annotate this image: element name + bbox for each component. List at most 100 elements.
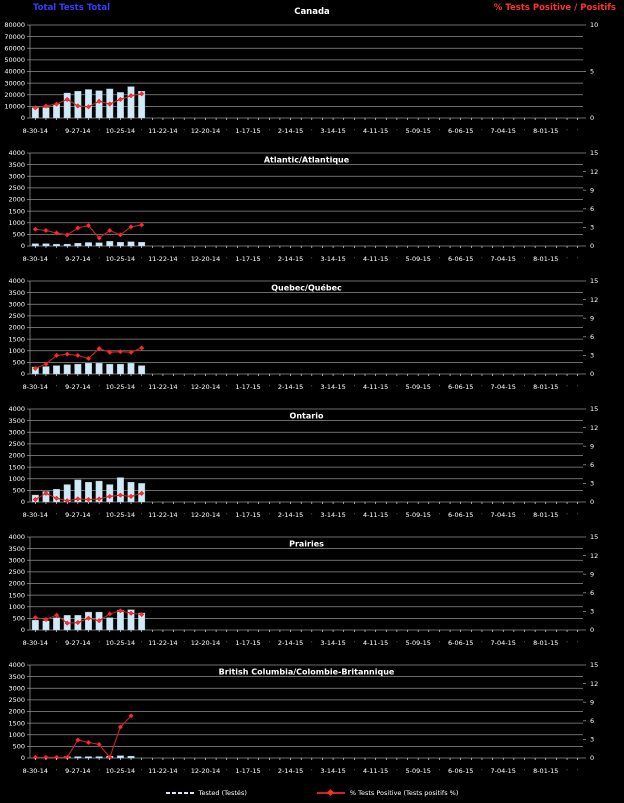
svg-text:·: ·: [88, 384, 90, 390]
test-bar: [31, 243, 39, 247]
svg-text:·: ·: [66, 384, 68, 390]
svg-text:·: ·: [183, 768, 185, 774]
positivity-marker: [75, 352, 81, 359]
svg-text:9: 9: [590, 442, 594, 450]
svg-text:·: ·: [354, 768, 356, 774]
test-bar: [95, 362, 103, 375]
svg-text:·: ·: [141, 640, 143, 646]
svg-text:·: ·: [513, 384, 515, 390]
svg-text:·: ·: [577, 768, 579, 774]
test-bar: [95, 90, 103, 119]
svg-text:·: ·: [439, 128, 441, 134]
date-label: 8-01-15: [533, 511, 558, 519]
svg-text:·: ·: [237, 128, 239, 134]
svg-text:·: ·: [354, 256, 356, 262]
svg-text:·: ·: [66, 768, 68, 774]
svg-text:·: ·: [173, 256, 175, 262]
tests-bars: [31, 362, 146, 375]
svg-text:4000: 4000: [8, 405, 25, 413]
positivity-marker: [64, 351, 70, 357]
date-label: 8-01-15: [533, 383, 558, 391]
svg-text:·: ·: [577, 128, 579, 134]
svg-text:·: ·: [513, 512, 515, 518]
svg-text:12: 12: [590, 680, 598, 688]
svg-text:·: ·: [471, 128, 473, 134]
test-bar: [127, 755, 135, 759]
svg-text:·: ·: [56, 384, 58, 390]
test-bar: [63, 243, 71, 247]
svg-text:·: ·: [173, 640, 175, 646]
svg-text:·: ·: [407, 768, 409, 774]
test-bar: [53, 617, 61, 631]
svg-text:·: ·: [471, 256, 473, 262]
svg-text:15: 15: [590, 533, 598, 541]
svg-text:·: ·: [385, 640, 387, 646]
date-label: 3-14-15: [320, 511, 345, 519]
positivity-marker: [107, 227, 113, 234]
positivity-line: [32, 490, 145, 504]
y-axis-left-labels: 4000 3500 3000 2500 2000 1500 1000 500 0: [8, 405, 25, 506]
svg-text:·: ·: [407, 512, 409, 518]
svg-text:·: ·: [258, 768, 260, 774]
svg-text:·: ·: [258, 640, 260, 646]
svg-text:·: ·: [258, 256, 260, 262]
svg-text:3: 3: [590, 608, 594, 616]
svg-text:·: ·: [556, 768, 558, 774]
positivity-marker: [96, 618, 102, 624]
svg-text:·: ·: [449, 512, 451, 518]
svg-text:·: ·: [237, 640, 239, 646]
svg-text:·: ·: [385, 768, 387, 774]
svg-text:·: ·: [56, 768, 58, 774]
date-label: 1-17-15: [235, 511, 260, 519]
svg-text:3: 3: [590, 480, 594, 488]
date-label: 8-01-15: [533, 127, 558, 135]
svg-text:1000: 1000: [8, 475, 25, 483]
date-label: 9-27-14: [65, 767, 90, 775]
positivity-swatch-icon: [316, 788, 345, 796]
chart-atlantic: 4000 3500 3000 2500 2000 1500 1000 500 0 15 12 9 6 3 0…: [8, 149, 598, 263]
svg-text:4000: 4000: [8, 533, 25, 541]
tests-bars: [31, 241, 146, 247]
svg-text:·: ·: [428, 768, 430, 774]
test-bar: [85, 89, 92, 119]
test-bar: [74, 243, 82, 247]
svg-text:·: ·: [173, 384, 175, 390]
positivity-marker: [128, 610, 134, 616]
tests-legend-label: Tested (Testés): [198, 788, 247, 797]
svg-text:·: ·: [56, 256, 58, 262]
x-axis-labels: 8-30-14· · ·9-27-14· · ·10-25-14· · ·11-22-14·…: [23, 374, 579, 391]
date-label: 11-22-14: [148, 383, 178, 391]
svg-text:·: ·: [98, 768, 100, 774]
date-label: 4-11-15: [363, 767, 388, 775]
date-label: 8-30-14: [23, 383, 48, 391]
svg-text:2000: 2000: [8, 452, 25, 460]
svg-text:·: ·: [300, 128, 302, 134]
svg-text:·: ·: [481, 384, 483, 390]
date-label: 7-04-15: [491, 511, 516, 519]
svg-text:·: ·: [279, 640, 281, 646]
test-bar: [42, 620, 50, 631]
date-label: 5-09-15: [405, 255, 430, 263]
svg-text:·: ·: [364, 384, 366, 390]
svg-text:·: ·: [88, 768, 90, 774]
svg-text:1500: 1500: [8, 335, 25, 343]
svg-text:·: ·: [471, 384, 473, 390]
svg-text:·: ·: [407, 128, 409, 134]
date-label: 2-14-15: [278, 255, 303, 263]
svg-text:15: 15: [590, 405, 598, 413]
svg-text:·: ·: [183, 512, 185, 518]
test-bar: [127, 241, 135, 247]
svg-text:70000: 70000: [4, 33, 25, 41]
date-label: 5-09-15: [405, 639, 430, 647]
y-axis-left-labels: 80000 70000 60000 50000 40000 30000 20000 10000…: [4, 21, 25, 122]
svg-text:·: ·: [56, 640, 58, 646]
gridlines: [27, 280, 583, 375]
svg-text:·: ·: [109, 128, 111, 134]
svg-text:·: ·: [577, 640, 579, 646]
y-axis-left-labels: 4000 3500 3000 2500 2000 1500 1000 500 0: [8, 533, 25, 634]
svg-text:·: ·: [300, 512, 302, 518]
svg-text:12: 12: [590, 296, 598, 304]
svg-text:4000: 4000: [8, 661, 25, 669]
svg-text:·: ·: [534, 640, 536, 646]
y-axis-right-labels: 15 12 9 6 3 0: [583, 661, 598, 762]
